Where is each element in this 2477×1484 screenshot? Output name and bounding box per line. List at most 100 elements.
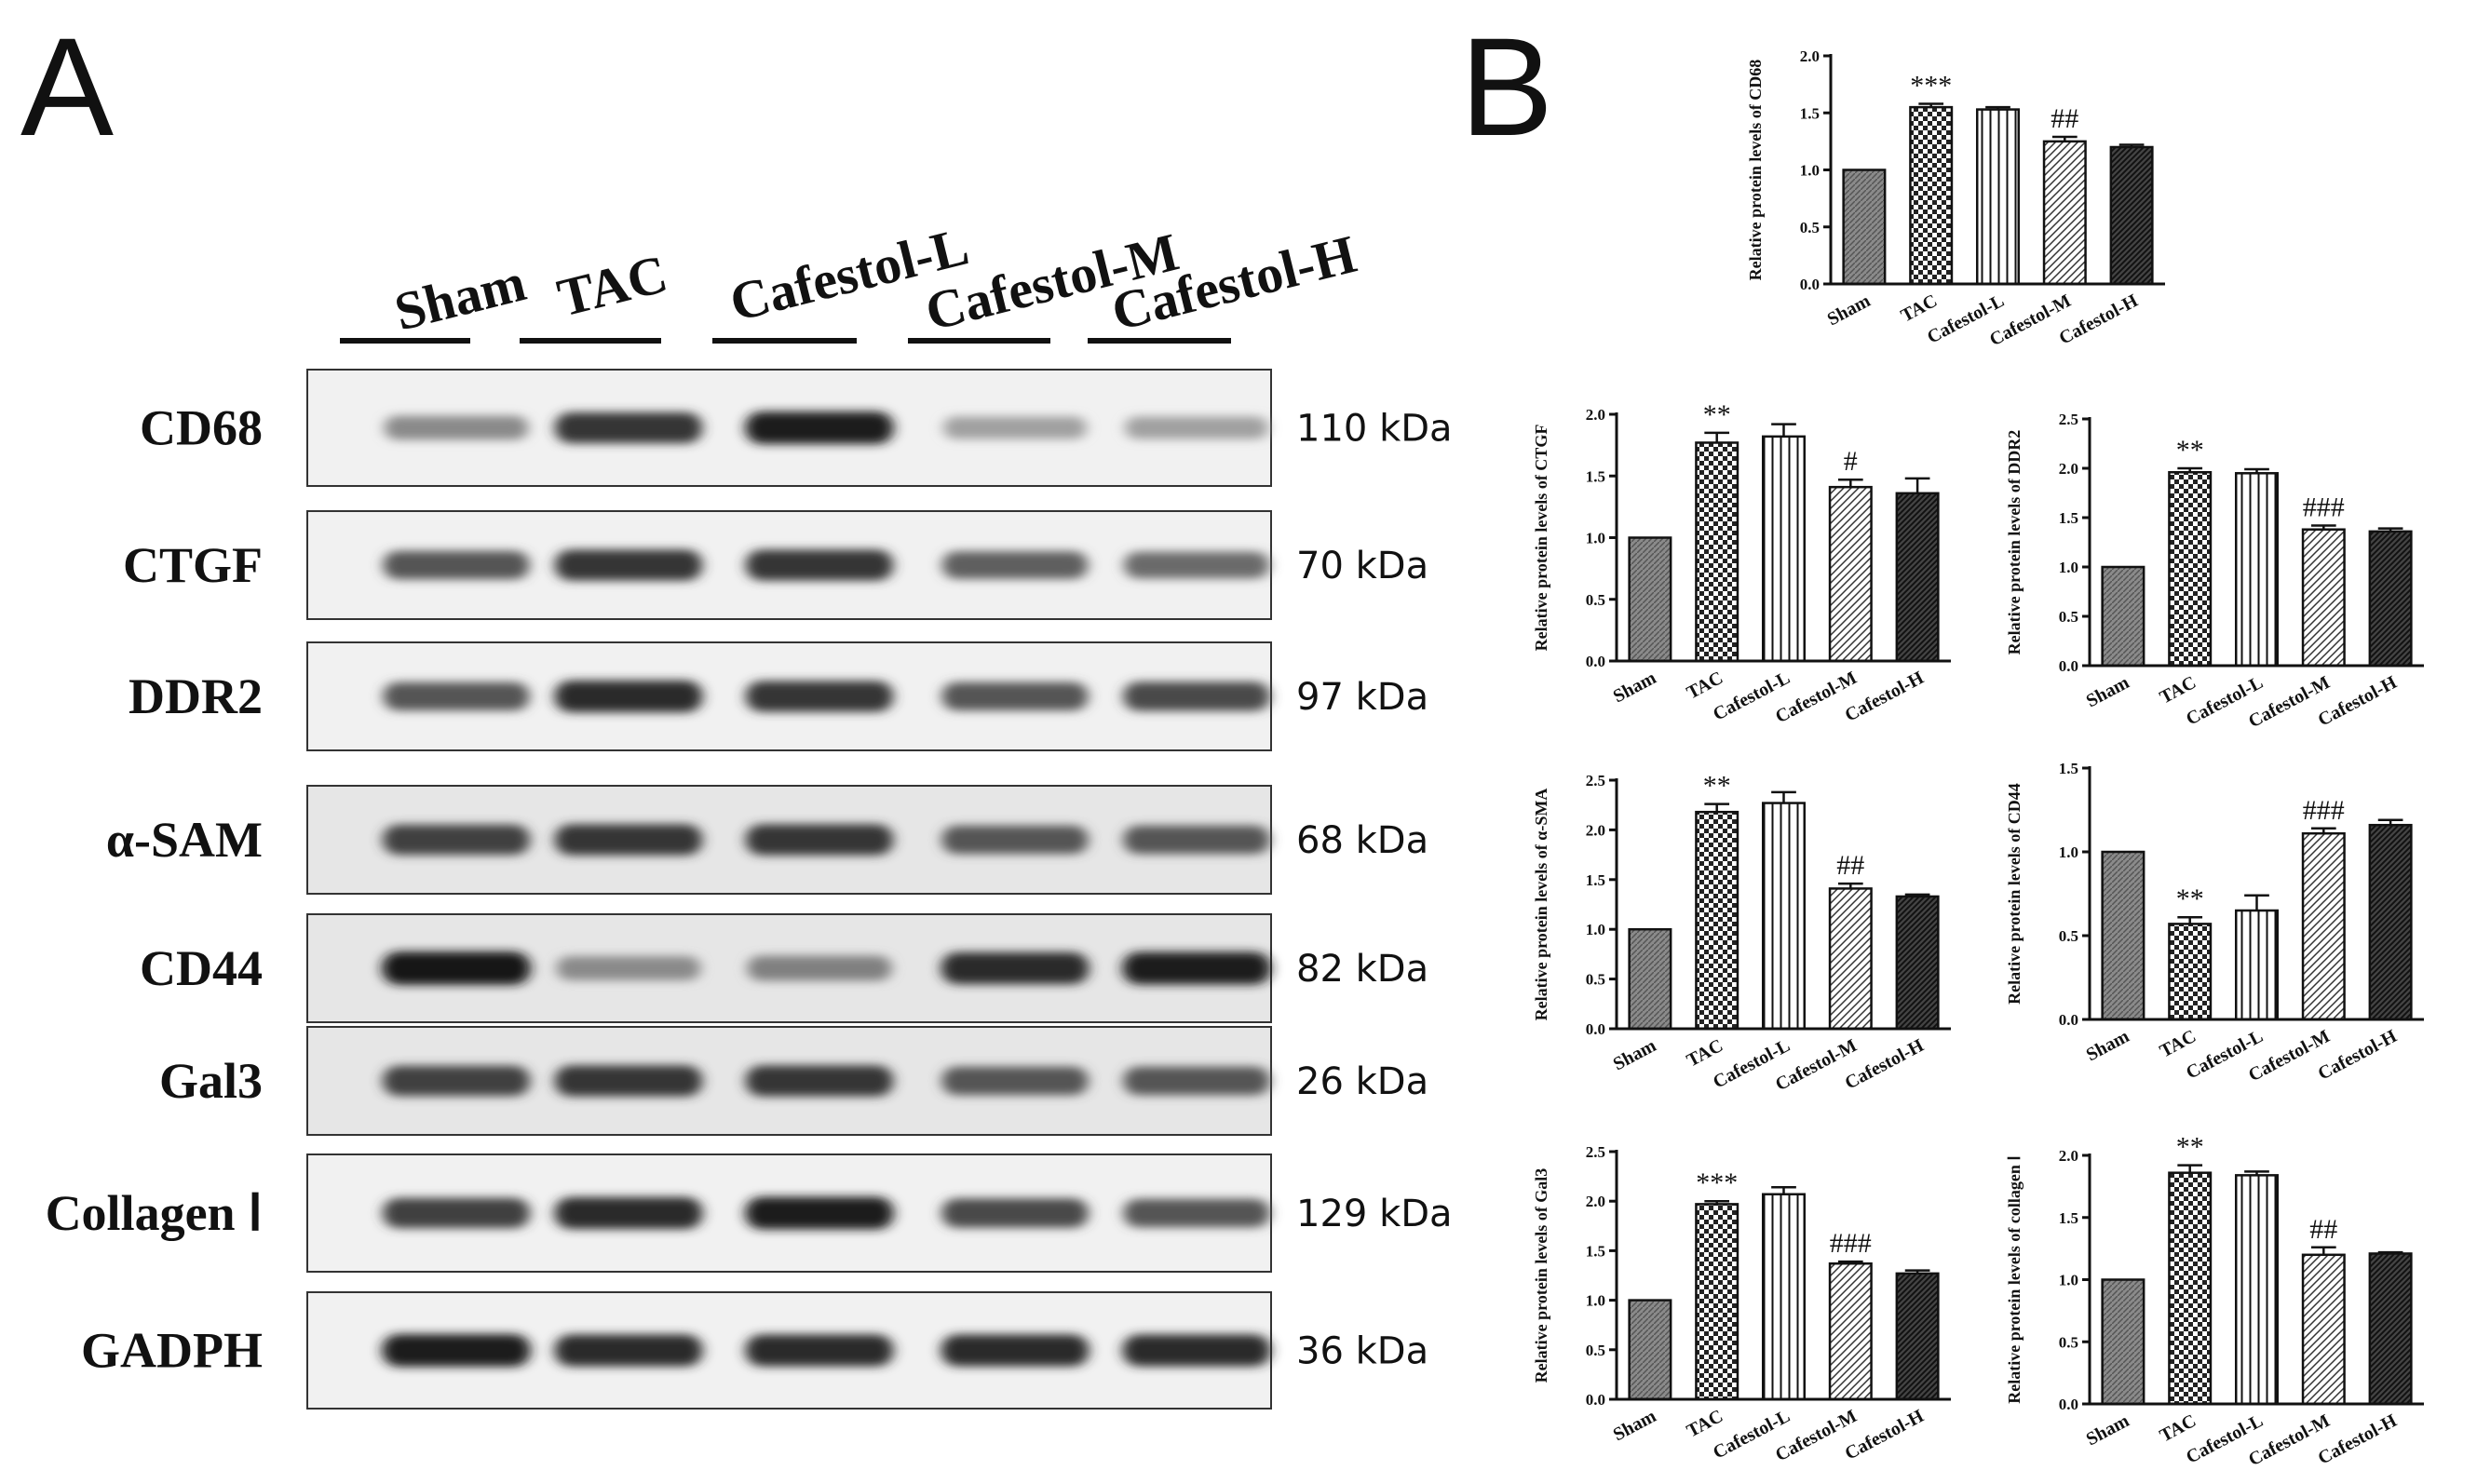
y-tick-label: 1.0 [1800, 162, 1820, 180]
significance-label: ## [2309, 1214, 2337, 1245]
y-tick-label: 0.0 [2059, 1396, 2078, 1413]
bar-tac [1695, 810, 1739, 1031]
error-bar [1837, 1260, 1863, 1264]
chart-asma: Relative protein levels of α-SMA 0.0 0.5 1.… [1532, 771, 1951, 1095]
error-bar [1904, 477, 1930, 493]
error-bar [2244, 1170, 2269, 1176]
y-tick-label: 0.5 [1586, 591, 1605, 609]
bar-cafestol-l [2234, 909, 2280, 1021]
bar-cafestol-m [2301, 528, 2346, 668]
category-label: TAC [2157, 1026, 2200, 1062]
bar-cafestol-h [1895, 492, 1940, 663]
blot-band [1123, 681, 1270, 711]
y-tick-label: 2.5 [2059, 411, 2078, 428]
blot-strip: DDR2 97 kDa [129, 641, 1428, 751]
error-bar [2310, 1246, 2336, 1255]
significance-label: ### [2303, 492, 2345, 522]
error-bar [2051, 135, 2078, 142]
bar-sham [2101, 565, 2145, 668]
blot-strip: CTGF 70 kDa [123, 510, 1428, 620]
bar-cafestol-h [2368, 823, 2413, 1021]
error-bar [2177, 915, 2203, 924]
chart-ctgf: Relative protein levels of CTGF 0.0 0.5 1.0… [1532, 399, 1951, 727]
protein-label: CD68 [140, 400, 263, 456]
blot-band [382, 1333, 531, 1368]
y-tick-label: 1.0 [1586, 530, 1605, 547]
error-bar [2244, 467, 2269, 474]
bar-cafestol-l [2234, 472, 2280, 668]
bar-cafestol-m [1828, 485, 1873, 663]
significance-label: ### [1830, 1228, 1872, 1259]
blot-band [1124, 551, 1269, 579]
error-bar [2377, 818, 2403, 826]
y-tick-label: 2.0 [1586, 406, 1605, 424]
y-tick-label: 1.5 [2059, 760, 2078, 777]
chart-cd68: Relative protein levels of CD68 0.0 0.5 1.0… [1746, 47, 2165, 350]
blot-band [941, 1066, 1089, 1096]
chart-col1: Relative protein levels of collagen Ⅰ 0.0… [2005, 1132, 2424, 1470]
category-label: TAC [1684, 1406, 1726, 1442]
blot-band [1123, 1066, 1270, 1096]
blot-band [941, 825, 1089, 855]
blot-band [1123, 825, 1270, 855]
y-axis-label: Relative protein levels of DDR2 [2005, 430, 2024, 655]
blot-band [745, 549, 894, 581]
kda-label: 70 kDa [1296, 545, 1428, 587]
error-bar [1837, 478, 1863, 488]
bar-cafestol-l [1761, 435, 1807, 663]
bar-tac [2168, 1171, 2213, 1406]
bar-cafestol-h [1895, 895, 1940, 1031]
bar-cafestol-m [1828, 887, 1873, 1031]
y-tick-label: 1.5 [1586, 1242, 1605, 1260]
significance-label: ** [1703, 771, 1731, 802]
error-bar [2310, 827, 2336, 834]
blot-band [1123, 1198, 1270, 1228]
significance-label: ## [2051, 103, 2078, 134]
blot-band [554, 680, 703, 713]
error-bar [1918, 102, 1944, 108]
chart-gal3: Relative protein levels of Gal3 0.0 0.5 1.0… [1532, 1143, 1951, 1465]
protein-label: GADPH [81, 1323, 263, 1379]
category-label: Sham [2083, 1026, 2133, 1066]
category-label: Sham [2083, 672, 2133, 712]
y-tick-label: 2.0 [1586, 1193, 1605, 1210]
blot-band [745, 681, 894, 712]
kda-label: 129 kDa [1296, 1193, 1453, 1235]
y-tick-label: 2.0 [1800, 47, 1820, 65]
blot-band [554, 1334, 703, 1367]
bar-charts-panel: Relative protein levels of CD68 0.0 0.5 1.0… [1532, 47, 2424, 1470]
blot-strip: Collagen Ⅰ 129 kDa [46, 1153, 1453, 1273]
y-tick-label: 1.0 [2059, 559, 2078, 576]
y-tick-label: 1.0 [1586, 1292, 1605, 1310]
error-bar [1837, 882, 1863, 889]
blot-band [941, 551, 1089, 579]
error-bar [1771, 1186, 1796, 1194]
blot-strip: CD68 110 kDa [140, 369, 1453, 487]
category-label: TAC [1684, 668, 1726, 704]
blot-band [554, 411, 703, 444]
y-tick-label: 0.0 [2059, 1011, 2078, 1029]
error-bar [2177, 1164, 2203, 1173]
y-axis-label: Relative protein levels of CD68 [1746, 60, 1765, 281]
error-bar [1771, 790, 1796, 803]
error-bar [2310, 524, 2336, 530]
blot-band [383, 1197, 530, 1229]
significance-label: ** [2176, 435, 2204, 465]
blot-band [745, 1065, 894, 1097]
significance-label: ** [2176, 884, 2204, 914]
western-blot-panel: CD68 110 kDa CTGF 70 kDa DDR2 97 kDa α-SAM 68 k… [46, 369, 1453, 1410]
error-bar [1985, 105, 2010, 110]
blot-band [745, 1334, 894, 1367]
category-label: TAC [2157, 1410, 2200, 1447]
y-tick-label: 0.5 [1586, 1342, 1605, 1359]
lane-label-sham: Sham [388, 251, 531, 342]
blot-band [1122, 951, 1271, 985]
blot-band [941, 1198, 1089, 1228]
blot-band [747, 955, 892, 981]
blot-band [383, 1065, 530, 1097]
y-axis-label: Relative protein levels of CTGF [1532, 425, 1550, 652]
bar-cafestol-l [1761, 802, 1807, 1031]
error-bar [1904, 1269, 1930, 1274]
y-tick-label: 1.5 [2059, 1209, 2078, 1227]
